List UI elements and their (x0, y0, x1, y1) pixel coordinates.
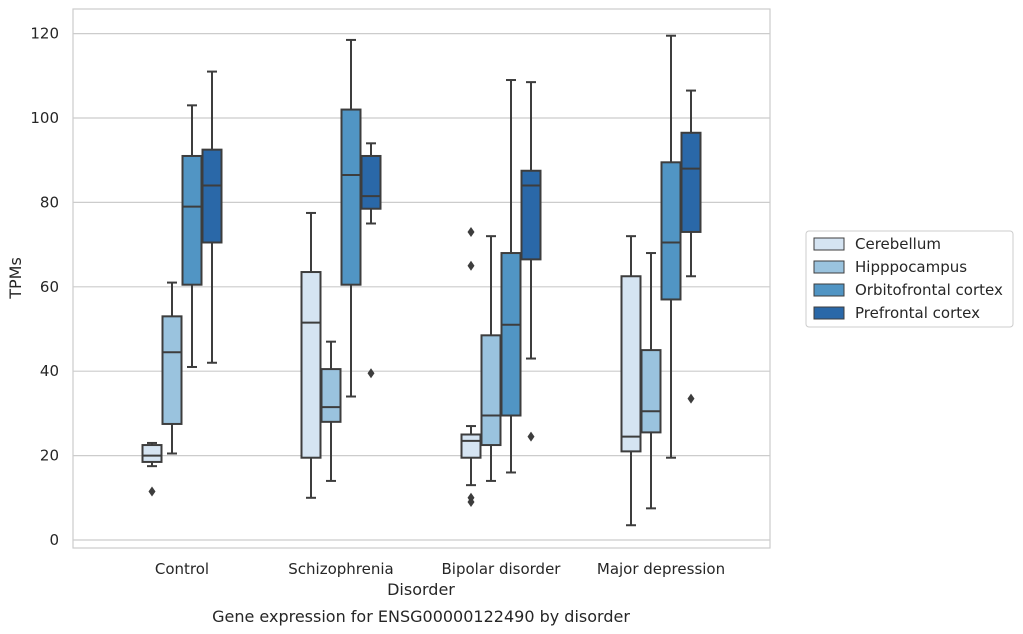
box-iqr (620, 275, 642, 453)
plot-area (141, 34, 702, 527)
box-iqr (141, 444, 163, 463)
figure-caption: Gene expression for ENSG00000122490 by d… (212, 607, 630, 626)
box-iqr (300, 271, 322, 459)
box-iqr (680, 131, 702, 233)
legend-swatch (813, 237, 845, 251)
box-prefrontal-cortex (680, 89, 702, 404)
y-tick-label: 60 (40, 278, 59, 296)
box-prefrontal-cortex (360, 142, 382, 379)
x-axis-title: Disorder (387, 580, 455, 599)
box-orbitofrontal-cortex (660, 34, 682, 459)
outlier-point (467, 492, 475, 503)
box-iqr (520, 169, 542, 261)
legend: Cerebellum Hipppocampus Orbitofrontal cort… (805, 230, 1014, 328)
outlier-point (467, 260, 475, 271)
box-hipppocampus (320, 340, 342, 482)
x-tick-label: Schizophrenia (288, 560, 393, 578)
y-axis-title: TPMs (6, 257, 25, 300)
plot-frame (72, 8, 771, 549)
box-iqr (460, 433, 482, 459)
legend-label: Prefrontal cortex (855, 304, 980, 322)
x-tick-label: Major depression (597, 560, 725, 578)
box-cerebellum (620, 235, 642, 527)
x-axis: Control Schizophrenia Bipolar disorder Majo… (155, 560, 725, 578)
box-iqr (320, 368, 342, 423)
outlier-point (367, 368, 375, 379)
box-hipppocampus (640, 252, 662, 510)
box-iqr (500, 252, 522, 417)
box-orbitofrontal-cortex (181, 104, 203, 368)
y-tick-label: 100 (30, 109, 59, 127)
box-hipppocampus (480, 235, 502, 482)
outlier-point (148, 486, 156, 497)
y-tick-label: 120 (30, 25, 59, 43)
box-iqr (640, 349, 662, 434)
box-cerebellum (300, 211, 322, 499)
box-iqr (181, 154, 203, 286)
x-tick-label: Control (155, 560, 209, 578)
box-orbitofrontal-cortex (340, 38, 362, 398)
y-tick-label: 80 (40, 193, 59, 211)
box-orbitofrontal-cortex (500, 79, 522, 474)
legend-label: Hipppocampus (855, 258, 967, 276)
outlier-point (467, 226, 475, 237)
outlier-point (527, 431, 535, 442)
legend-frame (805, 230, 1014, 328)
y-tick-label: 20 (40, 447, 59, 465)
box-hipppocampus (161, 281, 183, 455)
box-iqr (480, 334, 502, 447)
box-iqr (360, 154, 382, 210)
box-iqr (340, 108, 362, 286)
legend-label: Cerebellum (855, 235, 941, 253)
box-cerebellum (460, 226, 482, 508)
legend-label: Orbitofrontal cortex (855, 281, 1003, 299)
outlier-point (687, 393, 695, 404)
box-prefrontal-cortex (520, 81, 542, 442)
legend-swatch (813, 283, 845, 297)
y-tick-label: 0 (49, 531, 59, 549)
legend-swatch (813, 306, 845, 320)
box-iqr (201, 148, 223, 244)
y-tick-label: 40 (40, 362, 59, 380)
box-iqr (161, 315, 183, 425)
legend-swatch (813, 260, 845, 274)
y-axis: 0 20 40 60 80 100 120 (30, 25, 59, 549)
box-iqr (660, 161, 682, 301)
x-tick-label: Bipolar disorder (442, 560, 562, 578)
box-cerebellum (141, 441, 163, 497)
box-prefrontal-cortex (201, 70, 223, 364)
